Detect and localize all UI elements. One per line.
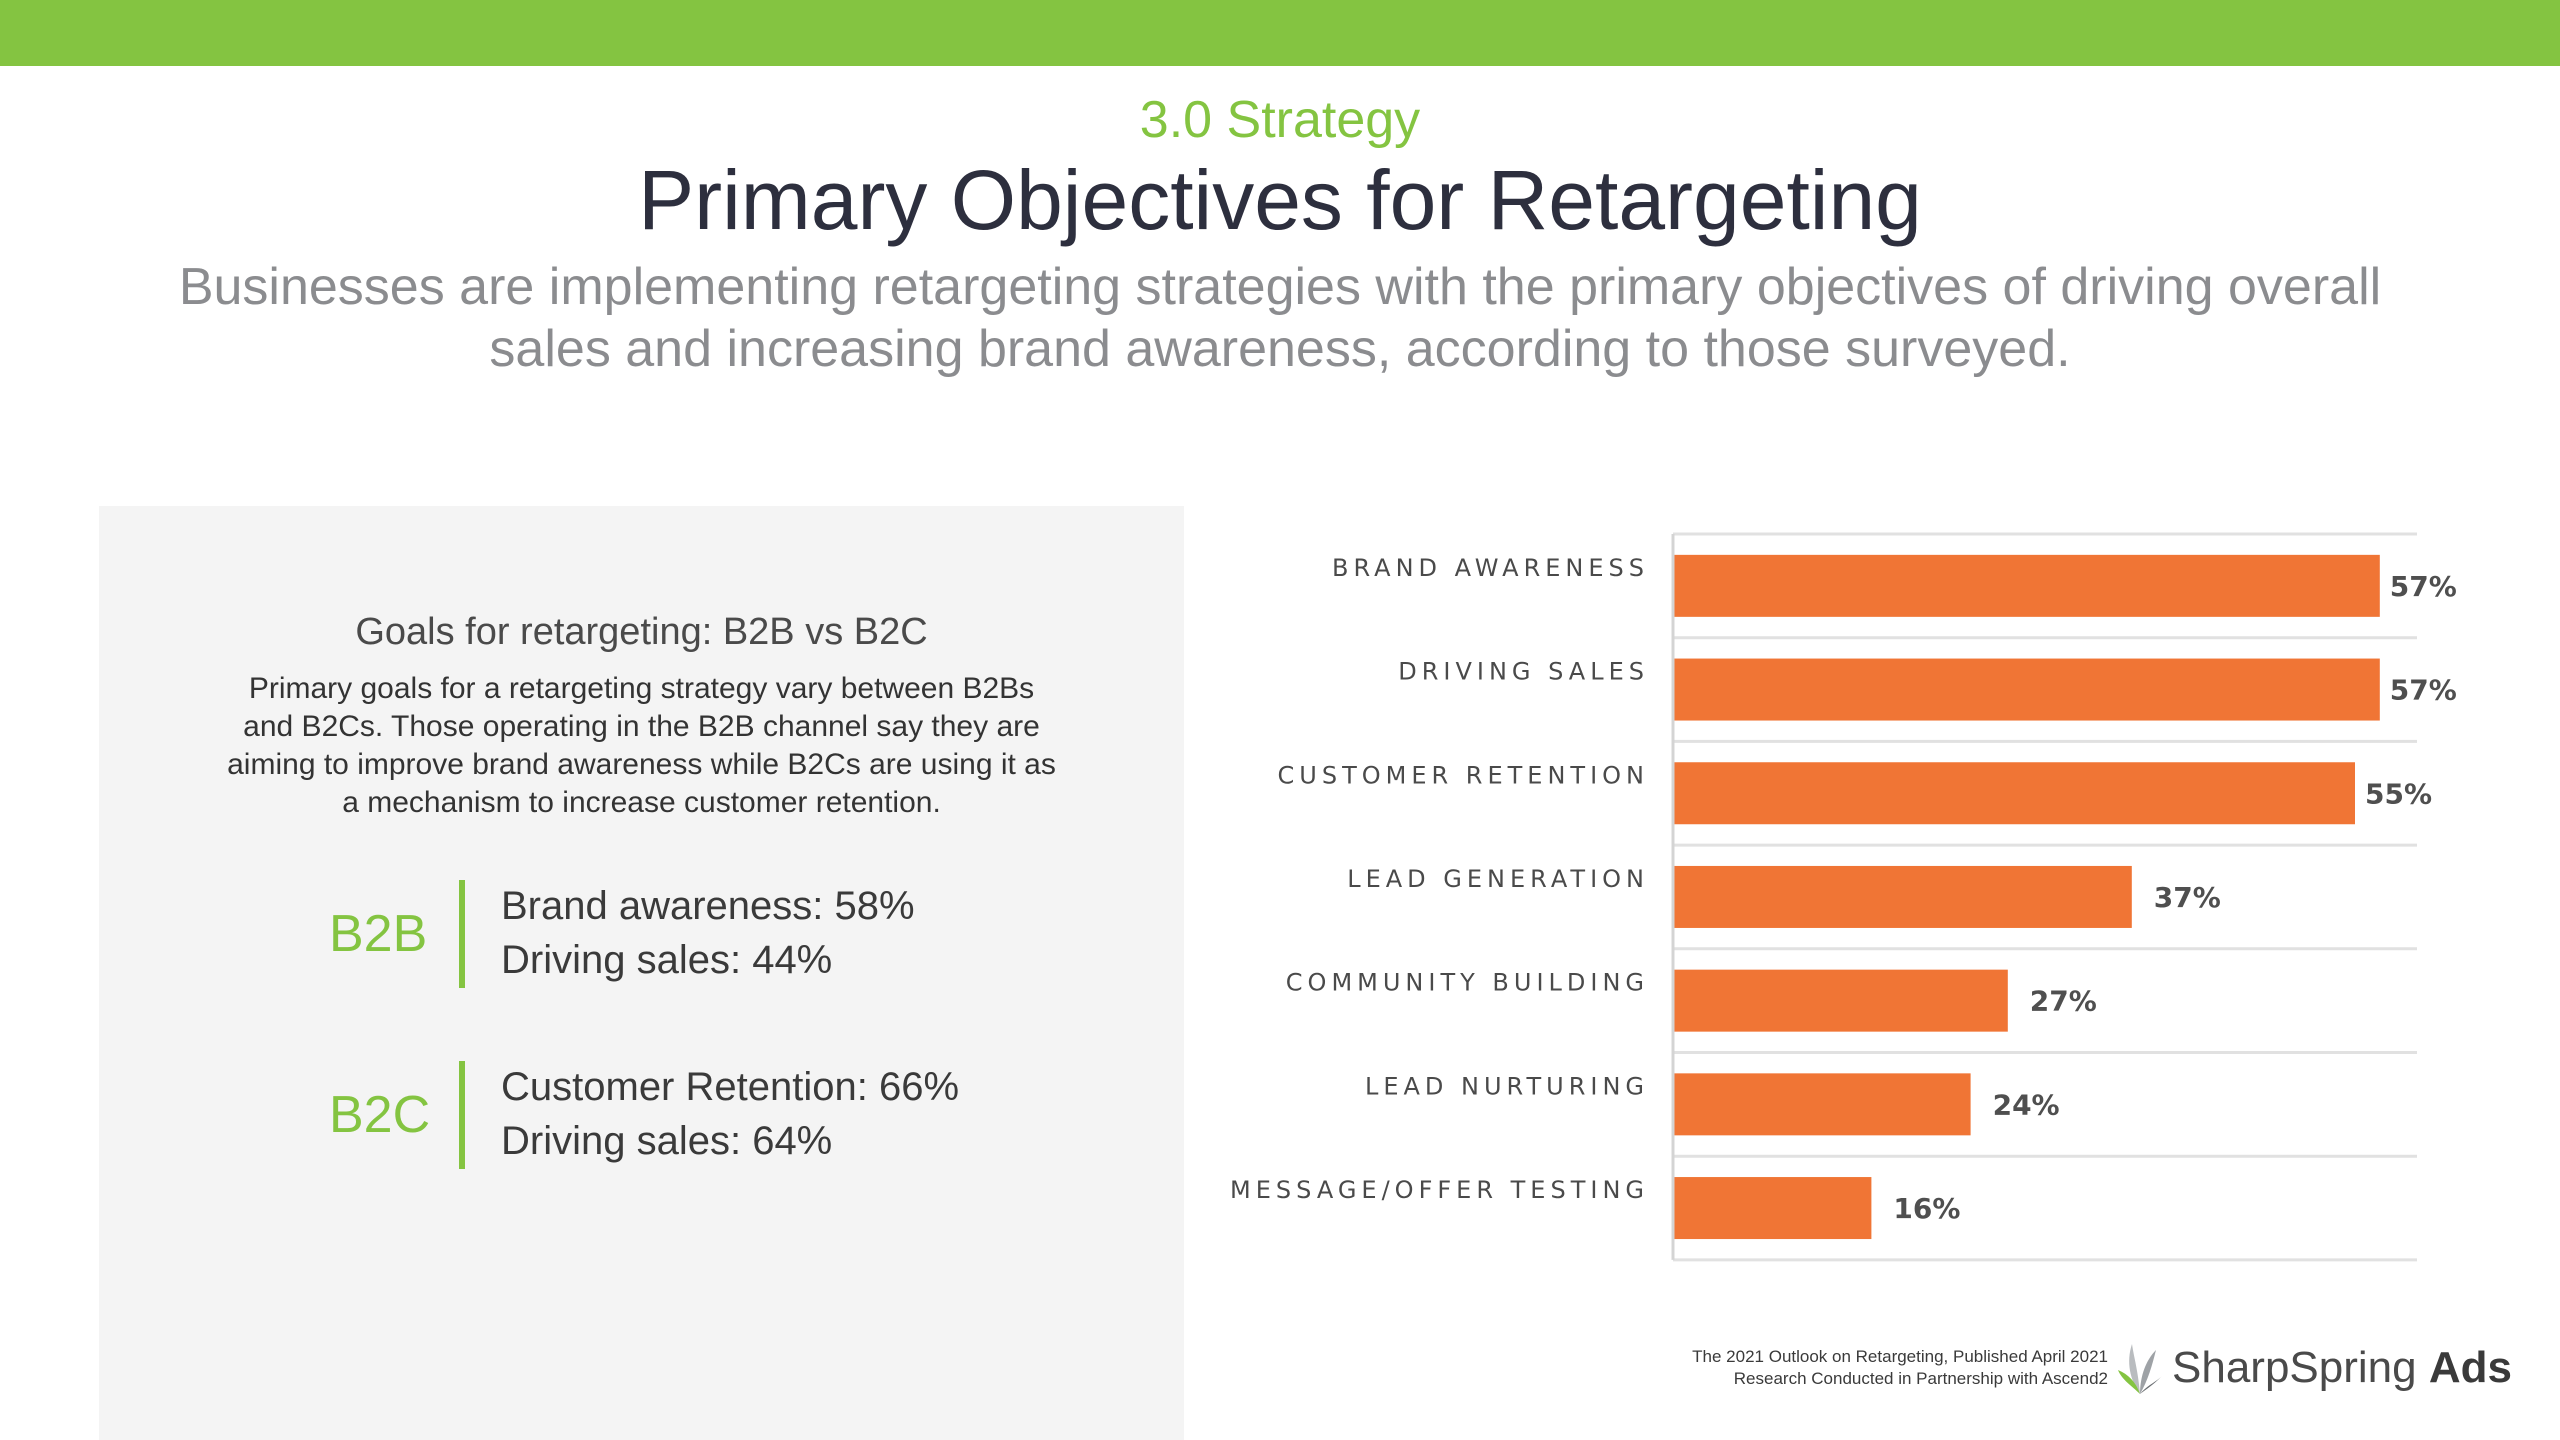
value-label: 37% bbox=[2154, 881, 2221, 914]
subtitle-line-2: sales and increasing brand awareness, ac… bbox=[489, 320, 2071, 378]
bar bbox=[1673, 865, 2132, 928]
b2c-stat-customer-retention: Customer Retention: 66% bbox=[501, 1065, 960, 1109]
logo-bold-text: Ads bbox=[2428, 1343, 2512, 1392]
source-line-2: Research Conducted in Partnership with A… bbox=[1733, 1369, 2108, 1388]
subtitle-line-1: Businesses are implementing retargeting … bbox=[178, 258, 2382, 316]
panel-body-line: a mechanism to increase customer retenti… bbox=[342, 786, 941, 819]
bar bbox=[1673, 969, 2008, 1032]
panel-heading: Goals for retargeting: B2B vs B2C bbox=[355, 611, 928, 653]
panel-body-line: Primary goals for a retargeting strategy… bbox=[248, 672, 1035, 705]
bar bbox=[1673, 1177, 1872, 1240]
b2b-label: B2B bbox=[329, 905, 428, 963]
panel-body-line: aiming to improve brand awareness while … bbox=[227, 748, 1056, 781]
category-label: LEAD GENERATION bbox=[1347, 865, 1649, 893]
b2b-group: B2B Brand awareness: 58% Driving sales: … bbox=[99, 878, 1184, 990]
value-label: 27% bbox=[2030, 985, 2097, 1018]
goals-panel: Goals for retargeting: B2B vs B2C Primar… bbox=[99, 506, 1184, 1440]
value-label: 55% bbox=[2365, 777, 2432, 810]
value-label: 57% bbox=[2390, 570, 2457, 603]
panel-body-line: and B2Cs. Those operating in the B2B cha… bbox=[243, 710, 1040, 743]
bar bbox=[1673, 1073, 1971, 1136]
category-label: DRIVING SALES bbox=[1398, 658, 1649, 686]
category-label: LEAD NURTURING bbox=[1365, 1072, 1649, 1100]
bar bbox=[1673, 658, 2380, 721]
category-label: MESSAGE/OFFER TESTING bbox=[1230, 1176, 1649, 1204]
category-label: CUSTOMER RETENTION bbox=[1278, 761, 1649, 789]
b2c-label: B2C bbox=[329, 1086, 431, 1144]
logo-wordmark: SharpSpring Ads bbox=[2172, 1340, 2512, 1396]
value-label: 16% bbox=[1893, 1192, 1960, 1225]
sharpspring-ads-logo: SharpSpring Ads bbox=[2118, 1340, 2512, 1396]
bar bbox=[1673, 554, 2380, 617]
b2b-stat-driving-sales: Driving sales: 44% bbox=[501, 938, 833, 982]
b2b-divider bbox=[459, 880, 465, 988]
panel-body: Primary goals for a retargeting strategy… bbox=[179, 670, 1104, 822]
page-subtitle: Businesses are implementing retargeting … bbox=[100, 256, 2460, 380]
page-title: Primary Objectives for Retargeting bbox=[638, 153, 1922, 247]
top-accent-bar bbox=[0, 0, 2560, 66]
category-label: BRAND AWARENESS bbox=[1332, 554, 1649, 582]
logo-text: SharpSpring bbox=[2172, 1343, 2417, 1392]
objectives-bar-chart: BRAND AWARENESS 57% DRIVING SALES 57% CUSTOM… bbox=[1230, 532, 2457, 1262]
source-note: The 2021 Outlook on Retargeting, Publish… bbox=[1520, 1346, 2108, 1390]
b2c-group: B2C Customer Retention: 66% Driving sale… bbox=[99, 1059, 1184, 1171]
sharpspring-leaf-icon bbox=[2118, 1344, 2162, 1394]
section-kicker: 3.0 Strategy bbox=[1139, 91, 1421, 149]
category-label: COMMUNITY BUILDING bbox=[1286, 969, 1649, 997]
b2c-stat-driving-sales: Driving sales: 64% bbox=[501, 1119, 833, 1163]
b2c-divider bbox=[459, 1061, 465, 1169]
value-label: 24% bbox=[1993, 1088, 2060, 1121]
bar bbox=[1673, 762, 2355, 825]
source-line-1: The 2021 Outlook on Retargeting, Publish… bbox=[1692, 1347, 2108, 1366]
b2b-stat-brand-awareness: Brand awareness: 58% bbox=[501, 884, 915, 928]
value-label: 57% bbox=[2390, 674, 2457, 707]
